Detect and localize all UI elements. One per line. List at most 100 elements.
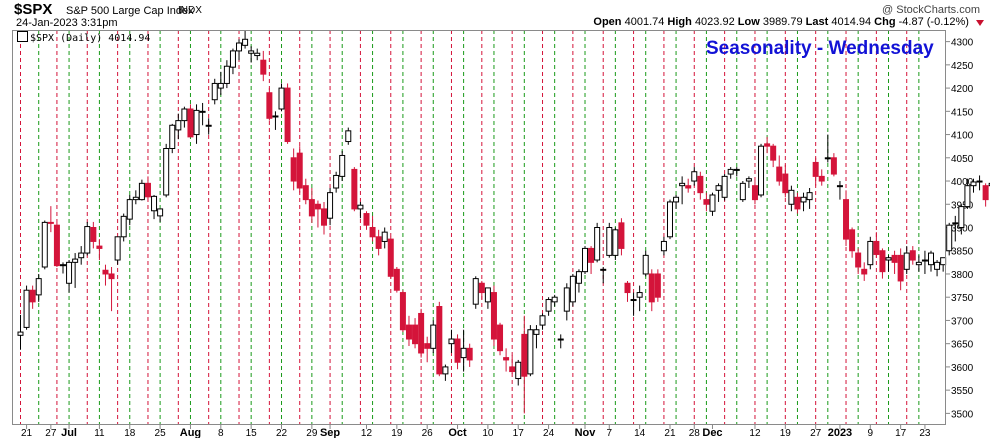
y-tick-label: 3650 [951,340,974,351]
y-tick-label: 3850 [951,247,974,258]
x-tick-label: 10 [482,428,494,438]
candle-body [59,264,66,267]
candle-body [151,195,158,212]
stockcharts-credit: @ StockCharts.com [882,4,980,16]
candle-body [333,174,340,189]
x-tick-label: 7 [607,428,613,438]
candle-body [654,273,661,298]
x-tick-label: 28 [689,428,701,438]
candle-body [393,268,400,291]
candle-body [533,329,540,335]
candle-body [163,148,170,196]
candle-body [642,254,649,275]
candle-body [909,250,916,261]
candle-body [278,87,285,110]
candle-body [90,227,97,242]
candle-body [78,252,85,259]
candle-body [830,157,837,175]
open-value: 4001.74 [624,16,665,28]
candle-body [223,65,230,84]
candle-body [35,278,42,296]
candle-body [363,213,370,226]
index-name: S&P 500 Large Cap Index [66,5,194,17]
candle-body [114,236,121,261]
candle-body [521,333,528,377]
candle-body [254,52,261,57]
candle-body [891,254,898,263]
candle-body [41,221,48,268]
candle-body [715,185,722,191]
candle-body [958,206,965,229]
x-tick-label: Jul [61,427,77,438]
candle-body [770,145,777,161]
candle-body [836,185,843,188]
high-label: High [667,16,692,28]
candle-body [575,271,582,284]
x-tick-label: 15 [246,428,258,438]
candle-body [321,208,327,226]
candle-body [758,145,765,196]
candle-body [138,182,145,201]
x-tick-label: 11 [94,428,105,438]
y-tick-label: 3750 [951,293,974,304]
candle-body [928,252,934,266]
candle-body [685,185,692,189]
candle-body [229,50,236,68]
candle-body [369,227,376,238]
candle-body [861,268,868,275]
candle-body [448,338,455,345]
candle-body [84,226,91,254]
candle-body [217,82,224,89]
candle-body [697,175,704,194]
candle-body [666,201,673,238]
candle-body [72,258,79,263]
candle-body [503,357,510,361]
candle-body [569,275,576,303]
candle-body [351,168,358,210]
candle-body [624,282,631,294]
y-tick-label: 4000 [951,177,974,188]
candle-body [934,261,941,270]
candle-body [460,347,467,359]
y-tick-label: 3600 [951,363,974,374]
y-tick-label: 4250 [951,61,974,72]
candle-body [539,315,546,326]
date-time-label: 24-Jan-2023 3:31pm [16,17,118,29]
candle-body [199,110,206,113]
candle-body [867,240,874,266]
candle-body [424,343,431,349]
down-triangle-icon [976,20,984,26]
candle-body [96,245,103,249]
candle-body [764,143,771,147]
candle-body [108,273,115,280]
candle-body [120,215,127,238]
y-tick-label: 4300 [951,38,974,49]
x-tick-label: Nov [575,427,597,438]
x-tick-label: 14 [634,428,646,438]
candle-body [527,329,534,375]
candle-body [982,185,989,201]
legend-swatch-icon [17,31,28,42]
candle-body [181,108,188,122]
x-tick-label: 17 [895,428,907,438]
candle-body [193,109,200,136]
candle-body [327,192,334,219]
candle-body [248,50,255,54]
candle-body [885,257,892,261]
candle-body [739,182,746,201]
candle-body [509,366,516,373]
last-value: 4014.94 [831,16,872,28]
x-tick-label: 19 [780,428,792,438]
y-tick-label: 4200 [951,84,974,95]
candle-body [582,247,589,273]
candle-body [691,171,698,182]
plot-frame [12,30,946,425]
candle-body [545,299,552,312]
legend-text: $SPX (Daily) 4014.94 [30,33,151,44]
candle-body [612,229,619,256]
candle-body [23,289,30,328]
candle-body [588,247,595,263]
candle-body [843,199,850,240]
candle-body [915,261,922,266]
